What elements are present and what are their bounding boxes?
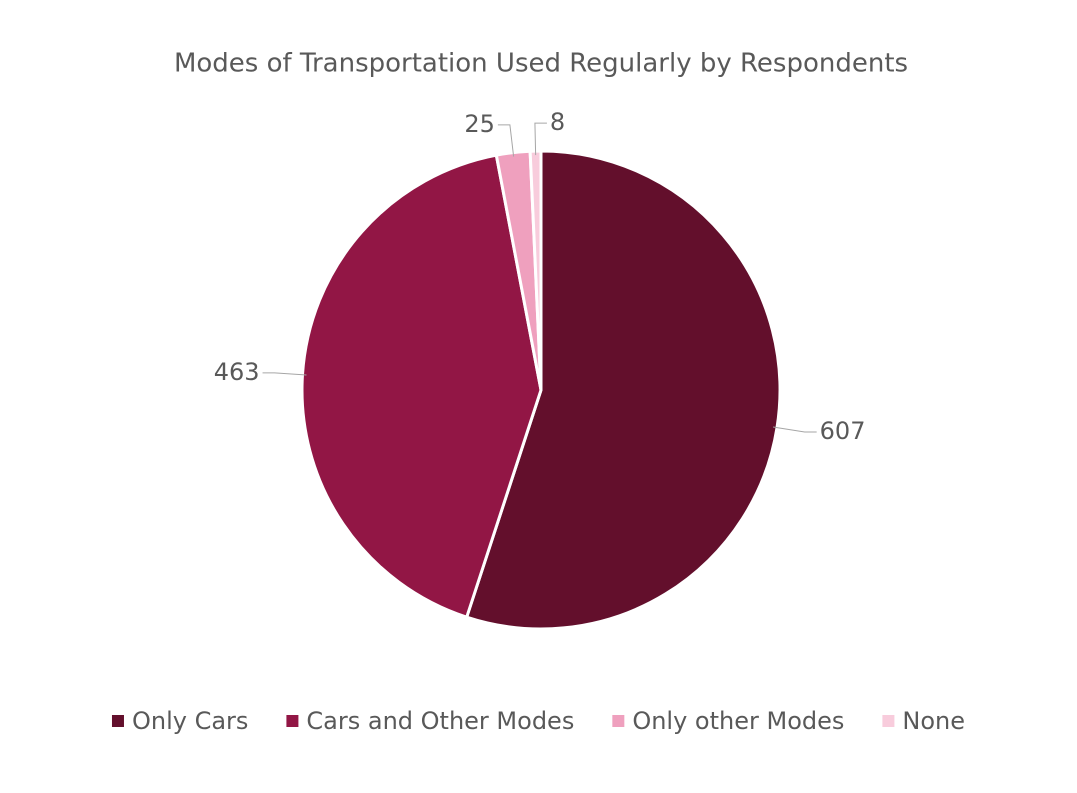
leader-line — [772, 426, 817, 433]
chart-title: Modes of Transportation Used Regularly b… — [174, 49, 908, 79]
data-label: 607 — [820, 417, 866, 445]
legend-label: Only other Modes — [632, 707, 844, 735]
legend-label: Only Cars — [132, 707, 248, 735]
legend-label: Cars and Other Modes — [306, 707, 574, 735]
data-label: 25 — [464, 110, 495, 138]
data-label: 463 — [214, 358, 260, 386]
legend-swatch — [111, 715, 124, 727]
legend-swatch — [612, 715, 625, 727]
legend-label: None — [902, 707, 965, 735]
leader-line — [534, 122, 547, 156]
legend-swatch — [882, 715, 895, 727]
leader-line — [262, 372, 307, 376]
leader-line — [497, 124, 515, 157]
legend-swatch — [286, 715, 299, 727]
data-label: 8 — [550, 108, 565, 136]
